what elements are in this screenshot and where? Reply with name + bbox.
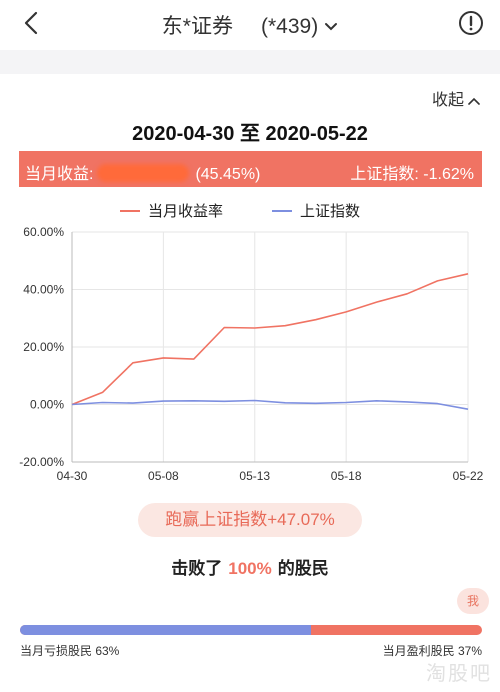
- me-marker: 我: [457, 588, 489, 614]
- y-tick-label: 40.00%: [23, 283, 64, 297]
- info-button[interactable]: [458, 10, 484, 36]
- account-selector[interactable]: 东*证券 (*439): [0, 10, 500, 40]
- period-title: 2020-04-30 至 2020-05-22: [132, 123, 368, 145]
- beat-prefix: 击败了: [171, 559, 223, 578]
- loss-segment: [20, 625, 312, 635]
- broker-name: 东*证券: [161, 15, 233, 38]
- series-line-index: [71, 399, 469, 410]
- beat-summary: 击败了 100% 的股民: [0, 554, 500, 579]
- collapse-button[interactable]: 收起: [432, 86, 480, 110]
- x-tick-label: 05-18: [331, 469, 362, 483]
- collapse-label: 收起: [431, 92, 464, 109]
- outperform-badge: 跑赢上证指数+47.07%: [138, 503, 362, 537]
- returns-chart: 60.00% 40.00% 20.00% 0.00% -20.00%04-30 05-08…: [19, 225, 484, 483]
- x-tick-label: 05-13: [239, 469, 270, 483]
- info-icon: [459, 11, 483, 35]
- income-percent: (45.45%): [195, 166, 261, 183]
- x-tick-label: 05-22: [453, 469, 484, 483]
- income-summary: 当月收益: (45.45%): [25, 160, 260, 184]
- y-tick-label: 0.00%: [30, 398, 64, 412]
- income-label: 当月收益:: [25, 166, 94, 183]
- profit-investors-label: 当月盈利股民 37%: [382, 644, 482, 658]
- beat-percent: 100%: [228, 559, 272, 578]
- investor-distribution-bar: [20, 625, 482, 635]
- legend-item-index: 上证指数: [272, 200, 360, 221]
- top-bar: 东*证券 (*439): [0, 0, 500, 50]
- section-gap: [0, 50, 500, 74]
- y-tick-label: 20.00%: [23, 340, 64, 354]
- series-line-profit: [71, 273, 469, 406]
- chevron-down-icon: [325, 23, 338, 31]
- account-number: (*439): [260, 15, 319, 38]
- chevron-left-icon: [24, 11, 38, 35]
- watermark: 淘股吧: [426, 663, 492, 685]
- legend-item-profit: 当月收益率: [120, 200, 223, 221]
- loss-investors-label: 当月亏损股民 63%: [20, 644, 120, 658]
- beat-suffix: 的股民: [277, 559, 329, 578]
- back-button[interactable]: [18, 8, 46, 38]
- y-tick-label: 60.00%: [23, 225, 64, 239]
- income-banner: 当月收益: (45.45%) 上证指数: -1.62%: [19, 151, 482, 187]
- legend-swatch-profit: [120, 209, 140, 212]
- chevron-up-icon: [468, 97, 480, 105]
- legend-swatch-index: [272, 209, 292, 212]
- legend-label-profit: 当月收益率: [148, 203, 224, 220]
- x-tick-label: 05-08: [148, 469, 179, 483]
- legend-label-index: 上证指数: [300, 203, 361, 220]
- index-change: 上证指数: -1.62%: [350, 166, 474, 183]
- x-tick-label: 04-30: [57, 469, 88, 483]
- y-tick-label: -20.00%: [19, 455, 64, 469]
- redacted-amount: [97, 164, 190, 183]
